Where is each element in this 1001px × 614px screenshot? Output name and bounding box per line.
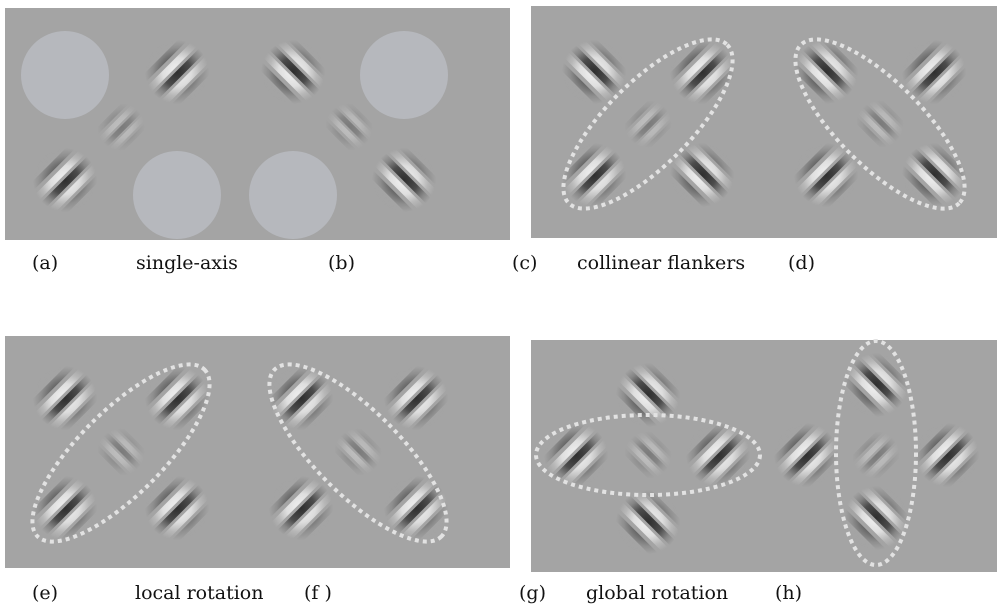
panel-label-h: (h) (775, 582, 803, 604)
dotted-ellipse (534, 413, 762, 497)
panel-caption-single-axis: single-axis (136, 252, 238, 274)
panel-caption-global-rotation: global rotation (586, 582, 729, 604)
panel-label-c: (c) (512, 252, 538, 274)
panel-label-b: (b) (328, 252, 355, 274)
panel-label-f: (f ) (304, 582, 332, 604)
grey-disc (21, 31, 109, 119)
panel-caption-collinear-flankers: collinear flankers (577, 252, 746, 274)
grey-disc (249, 151, 337, 239)
dotted-ellipse (561, 37, 735, 211)
panel-label-a: (a) (32, 252, 59, 274)
dotted-ellipse (834, 339, 918, 567)
panel-single-axis (5, 8, 510, 240)
panel-label-d: (d) (788, 252, 815, 274)
panel-collinear-flankers (531, 6, 997, 238)
panel-label-e: (e) (32, 582, 59, 604)
panel-caption-local-rotation: local rotation (135, 582, 264, 604)
panel-global-rotation (531, 339, 997, 572)
grey-disc (360, 31, 448, 119)
dotted-ellipse (267, 362, 449, 544)
dotted-ellipse (30, 362, 212, 544)
panel-local-rotation (5, 336, 510, 568)
grey-disc (133, 151, 221, 239)
panel-label-g: (g) (519, 582, 546, 604)
